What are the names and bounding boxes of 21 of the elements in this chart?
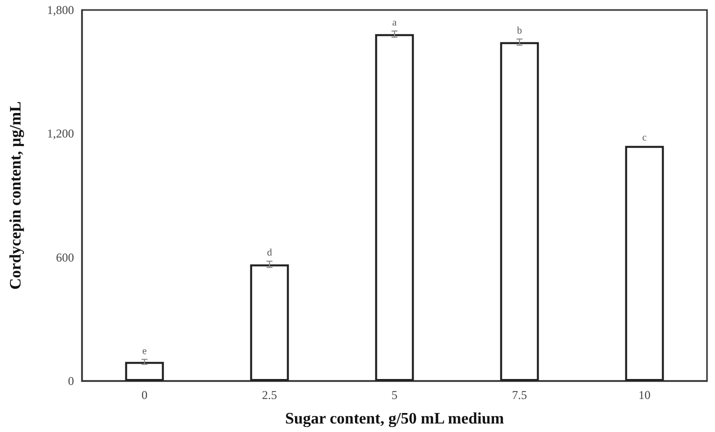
x-tick-label: 10: [638, 388, 650, 402]
bar: [625, 146, 664, 381]
annotation: a: [392, 18, 398, 29]
annotation: b: [517, 26, 522, 37]
x-tick-label: 0: [142, 388, 148, 402]
annotation: e: [142, 346, 148, 357]
annotation: d: [267, 248, 272, 259]
y-tick-label: 1,800: [47, 3, 74, 17]
x-axis-title: Sugar content, g/50 mL medium: [285, 410, 505, 428]
y-axis-title: Cordycepin content, µg/mL: [8, 101, 24, 290]
bar: [375, 34, 414, 381]
annotation: c: [642, 132, 648, 144]
y-tick-label: 1,200: [47, 126, 74, 141]
x-tick-label: 2.5: [262, 388, 277, 402]
y-tick-label: 600: [56, 250, 74, 264]
x-tick-label: 5: [392, 388, 398, 402]
bar: [250, 264, 289, 381]
bar: [125, 362, 164, 381]
bar: [500, 42, 539, 381]
x-tick-label: 7.5: [512, 388, 527, 402]
y-tick-label: 0: [68, 374, 74, 388]
